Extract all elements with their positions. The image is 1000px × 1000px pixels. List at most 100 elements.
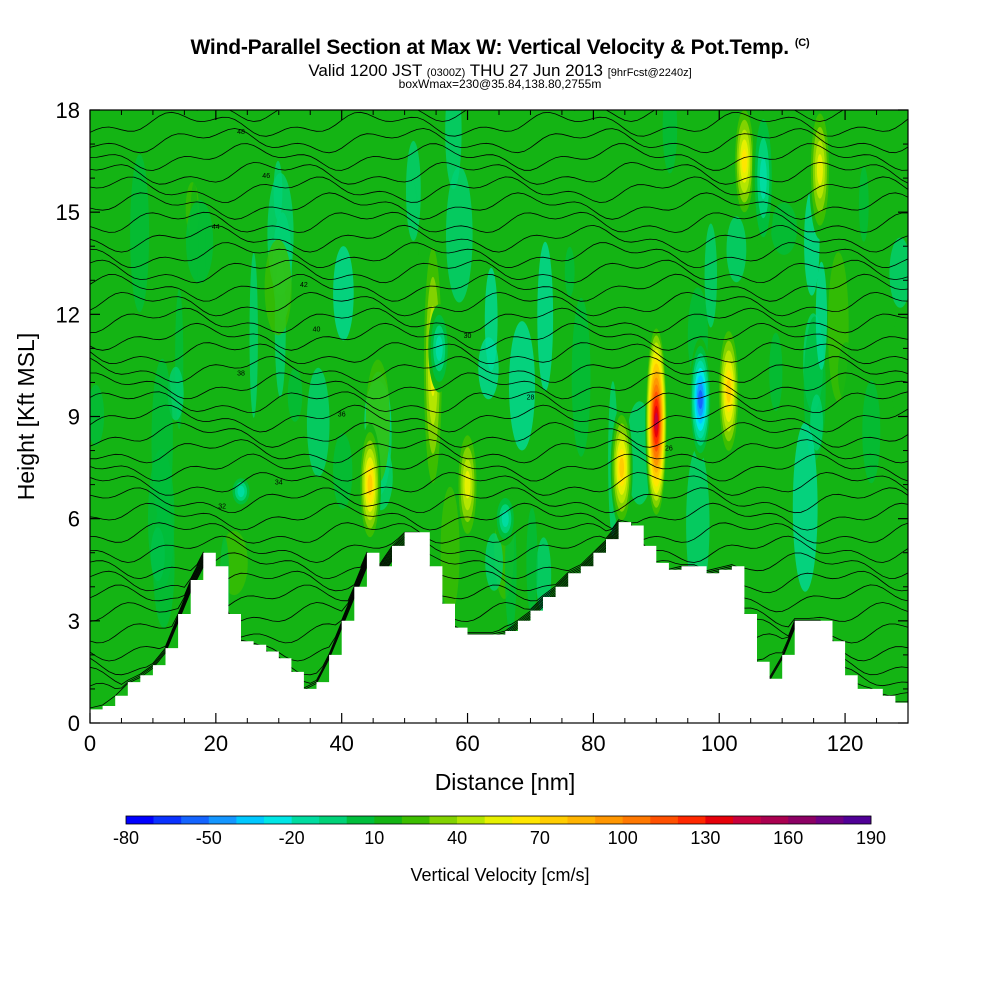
field-patch <box>662 110 678 174</box>
copyright-mark: (C) <box>794 37 810 49</box>
colorbar-swatch <box>291 816 320 824</box>
field-patch <box>446 166 473 303</box>
isentrope-line <box>90 391 908 414</box>
isentrope-line <box>90 404 908 433</box>
downdraft-cell <box>237 485 245 498</box>
isentrope-line <box>90 502 908 531</box>
updraft-cell <box>816 154 823 186</box>
field-patch <box>526 507 538 616</box>
chart-title-text: Wind-Parallel Section at Max W: Vertical… <box>190 36 790 59</box>
isentrope-label: 48 <box>237 129 245 136</box>
downdraft-cell <box>501 510 509 527</box>
colorbar-swatch <box>539 816 568 824</box>
colorbar-swatch <box>760 816 789 824</box>
isentrope-line <box>90 422 908 448</box>
isentrope-line <box>90 291 908 317</box>
field-patch <box>317 159 328 270</box>
downdraft-cell <box>435 335 443 361</box>
y-tick-label: 0 <box>68 711 80 736</box>
field-patch <box>889 237 908 308</box>
valid-date: THU 27 Jun 2013 <box>469 61 603 80</box>
isentrope-line <box>90 472 908 496</box>
updraft-cell <box>619 457 625 478</box>
isentrope-line <box>90 111 908 137</box>
y-tick-label: 15 <box>56 200 80 225</box>
updraft-cell <box>726 379 732 403</box>
isentrope-line <box>90 192 908 220</box>
isentrope-line <box>90 521 908 544</box>
colorbar-swatch <box>595 816 623 824</box>
isentrope-line <box>90 322 908 351</box>
field-patch <box>704 223 717 328</box>
x-tick-label: 80 <box>581 731 605 756</box>
y-tick-label: 3 <box>68 609 80 634</box>
chart-subtitle: Valid 1200 JST (0300Z) THU 27 Jun 2013 [… <box>0 61 1000 81</box>
field-patch <box>571 297 591 457</box>
colorbar-tick-label: 100 <box>608 828 638 848</box>
isentrope-label: 46 <box>262 173 270 180</box>
colorbar-swatch <box>567 816 596 824</box>
plot-area: 48 46 44 42 40 38 36 34 32 30 28 26 <box>90 110 908 723</box>
isentrope-label: 34 <box>275 480 283 487</box>
field-patch <box>509 321 535 451</box>
colorbar-swatch <box>677 816 706 824</box>
field-patch <box>769 332 783 412</box>
colorbar-tick-label: 130 <box>690 828 720 848</box>
colorbar-tick-label: 70 <box>530 828 550 848</box>
field-patch <box>815 261 828 370</box>
field-patch <box>810 394 823 451</box>
forecast-info: [9hrFcst@2240z] <box>607 67 692 79</box>
x-tick-label: 0 <box>84 731 96 756</box>
field-patch <box>249 252 258 418</box>
isentrope-label: 36 <box>338 412 346 419</box>
x-tick-label: 60 <box>455 731 479 756</box>
downdraft-cell <box>698 390 703 409</box>
isentrope-label: 30 <box>464 333 472 340</box>
field-patch <box>870 110 894 209</box>
x-tick-label: 20 <box>204 731 228 756</box>
x-axis-label: Distance [nm] <box>435 769 576 795</box>
isentrope-label: 26 <box>665 446 673 453</box>
terrain <box>90 522 908 723</box>
colorbar-swatch <box>153 816 182 824</box>
field-patch <box>130 154 150 313</box>
colorbar-swatch <box>346 816 375 824</box>
colorbar-swatch <box>650 816 679 824</box>
y-tick-label: 6 <box>68 507 80 532</box>
isentrope-line <box>90 224 908 253</box>
y-tick-label: 12 <box>56 302 80 327</box>
colorbar-swatch <box>319 816 347 824</box>
updraft-cell <box>367 474 373 495</box>
field-patch <box>858 166 869 242</box>
colorbar-swatch <box>622 816 651 824</box>
colorbar-swatch <box>374 816 403 824</box>
colorbar-tick-label: 10 <box>364 828 384 848</box>
colorbar-swatch <box>512 816 541 824</box>
colorbar-swatch <box>733 816 761 824</box>
updraft-cell <box>654 412 658 431</box>
isentrope-line <box>90 242 908 269</box>
field-patch <box>287 368 303 422</box>
isentrope-line <box>90 342 908 365</box>
valid-time: Valid 1200 JST <box>308 61 423 80</box>
colorbar-tick-label: 40 <box>447 828 467 848</box>
isentrope-line <box>90 524 908 580</box>
colorbar-swatch <box>457 816 485 824</box>
isentrope-line <box>90 259 908 284</box>
colorbar-swatch <box>126 816 154 824</box>
field-patch <box>90 384 105 446</box>
colorbar-swatch <box>401 816 430 824</box>
field-patch <box>306 367 330 477</box>
colorbar-swatch <box>181 816 210 824</box>
isentrope-label: 42 <box>300 282 308 289</box>
field-patch <box>264 239 292 336</box>
colorbar-swatch <box>208 816 237 824</box>
isentrope-label: 44 <box>212 224 220 231</box>
updraft-cell <box>464 470 471 499</box>
isentrope-line <box>90 211 908 233</box>
field-patch <box>564 246 575 297</box>
field-patch <box>186 200 214 284</box>
colorbar-swatch <box>484 816 513 824</box>
field-patch <box>726 216 747 283</box>
